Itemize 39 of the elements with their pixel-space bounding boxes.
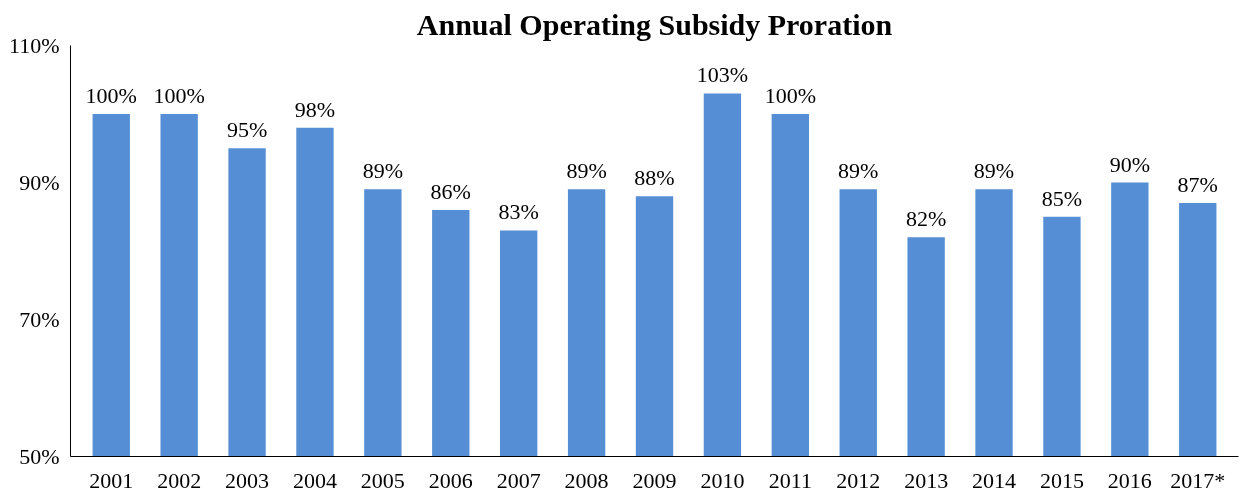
y-tick-label: 90% bbox=[19, 170, 60, 195]
x-tick-label: 2008 bbox=[564, 467, 609, 493]
x-tick-label: 2011 bbox=[768, 467, 812, 493]
data-label: 100% bbox=[153, 83, 205, 108]
data-label: 89% bbox=[973, 158, 1015, 184]
data-label: 89% bbox=[566, 158, 607, 184]
x-tick-label: 2016 bbox=[1107, 467, 1152, 493]
y-tick-label: 110% bbox=[8, 33, 60, 58]
data-label: 83% bbox=[498, 199, 539, 225]
x-tick-label: 2003 bbox=[225, 467, 270, 493]
x-tick-label: 2009 bbox=[632, 467, 677, 493]
data-label: 90% bbox=[1109, 151, 1151, 177]
data-label: 87% bbox=[1177, 172, 1218, 198]
data-label: 89% bbox=[362, 158, 404, 184]
data-label: 100% bbox=[764, 83, 816, 108]
x-tick-label: 2007 bbox=[496, 467, 541, 493]
y-tick-label: 70% bbox=[19, 307, 60, 332]
x-tick-label: 2012 bbox=[836, 467, 881, 493]
x-tick-label: 2006 bbox=[428, 467, 473, 493]
data-label: 82% bbox=[905, 206, 947, 232]
data-label: 103% bbox=[696, 62, 749, 88]
chart-title: Annual Operating Subsidy Proration bbox=[416, 7, 893, 41]
data-label: 89% bbox=[838, 158, 879, 184]
x-tick-label: 2005 bbox=[360, 467, 405, 493]
data-label: 100% bbox=[85, 83, 137, 108]
x-tick-label: 2004 bbox=[292, 467, 337, 493]
x-tick-label: 2013 bbox=[904, 467, 949, 493]
data-label: 95% bbox=[226, 117, 268, 143]
x-tick-label: 2002 bbox=[157, 467, 202, 493]
data-label: 98% bbox=[294, 96, 336, 122]
x-tick-label: 2001 bbox=[89, 467, 134, 493]
x-tick-label: 2017* bbox=[1170, 467, 1226, 493]
x-tick-label: 2014 bbox=[972, 467, 1017, 493]
y-tick-label: 50% bbox=[19, 444, 60, 469]
x-tick-label: 2015 bbox=[1039, 467, 1084, 493]
data-label: 88% bbox=[634, 165, 675, 191]
x-tick-label: 2010 bbox=[700, 467, 745, 493]
data-label: 85% bbox=[1041, 185, 1083, 211]
data-label: 86% bbox=[430, 178, 471, 204]
